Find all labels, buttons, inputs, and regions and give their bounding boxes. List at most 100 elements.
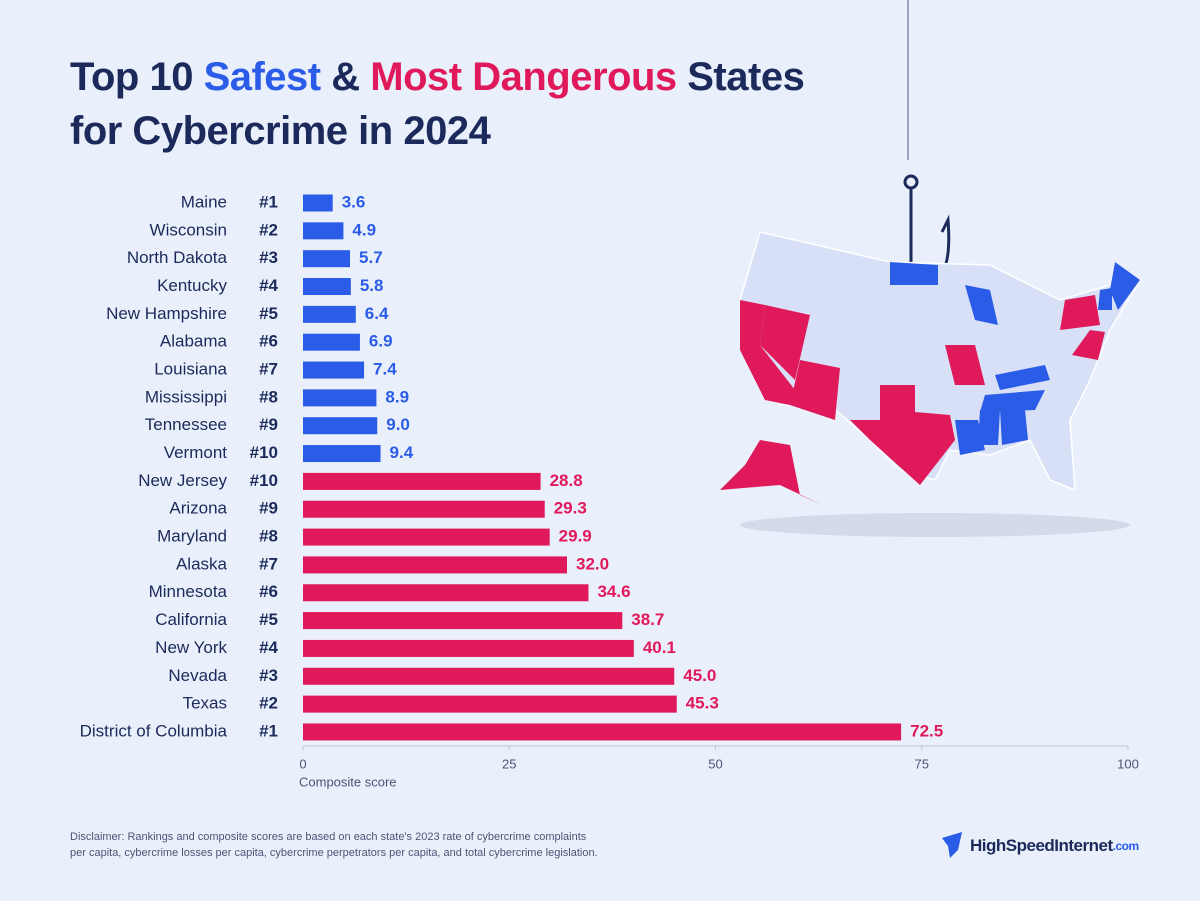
category-label: Alabama [160,332,228,351]
rank-label: #3 [259,666,278,685]
bar [303,472,541,490]
category-label: Texas [183,694,227,713]
bar [303,333,360,351]
rank-label: #5 [259,610,278,629]
value-label: 45.0 [683,666,716,685]
bar [303,667,675,685]
value-label: 38.7 [631,610,664,629]
rank-label: #6 [259,332,278,351]
category-label: Wisconsin [150,220,227,239]
value-label: 4.9 [352,220,376,239]
category-label: Alaska [176,554,228,573]
value-label: 9.4 [390,443,414,462]
bar [303,556,567,574]
rank-label: #8 [259,387,278,406]
rank-label: #4 [259,638,278,657]
x-tick-label: 100 [1117,756,1139,771]
bar [303,584,589,602]
rank-label: #3 [259,248,278,267]
bar [303,194,333,212]
rank-label: #2 [259,694,278,713]
value-label: 29.3 [554,499,587,518]
value-label: 45.3 [686,694,719,713]
rank-label: #4 [259,276,278,295]
value-label: 28.8 [550,471,583,490]
rank-label: #2 [259,220,278,239]
bar [303,695,677,713]
bar [303,361,365,379]
bar [303,445,381,463]
title-part: & [331,55,360,99]
x-tick-label: 50 [708,756,722,771]
value-label: 29.9 [559,527,592,546]
title-part: Most Dangerous [370,55,677,99]
rank-label: #6 [259,582,278,601]
value-label: 40.1 [643,638,676,657]
x-axis-title: Composite score [299,774,397,789]
value-label: 72.5 [910,721,943,740]
bar [303,278,351,296]
rank-label: #1 [259,721,278,740]
disclaimer: Disclaimer: Rankings and composite score… [70,831,587,843]
value-label: 9.0 [386,415,410,434]
bar [303,639,634,657]
value-label: 5.8 [360,276,384,295]
category-label: Nevada [168,666,227,685]
category-label: Mississippi [145,387,227,406]
bar [303,389,377,407]
bar [303,612,623,630]
category-label: Maryland [157,527,227,546]
category-label: Kentucky [157,276,227,295]
brand-part: HighSpeedInternet [970,836,1113,855]
bar [303,417,378,435]
bar [303,222,344,240]
rank-label: #8 [259,527,278,546]
bar [303,528,550,546]
bar [303,250,351,268]
brand-icon [942,832,962,858]
rank-label: #10 [250,443,278,462]
bar [303,723,902,741]
chart-title: Top 10 Safest & Most Dangerous States for… [70,50,805,158]
value-label: 34.6 [597,582,630,601]
category-label: New York [155,638,227,657]
brand-part: .com [1113,839,1139,853]
value-label: 6.9 [369,332,393,351]
title-part: for Cybercrime in 2024 [70,109,491,153]
category-label: North Dakota [127,248,228,267]
title-part: Top 10 [70,55,193,99]
title-part: States [687,55,805,99]
category-label: Maine [181,192,227,211]
category-label: Vermont [164,443,228,462]
value-label: 32.0 [576,554,609,573]
category-label: Arizona [169,499,227,518]
value-label: 5.7 [359,248,383,267]
rank-label: #9 [259,499,278,518]
value-label: 6.4 [365,304,389,323]
disclaimer: per capita, cybercrime losses per capita… [70,847,598,859]
category-label: California [155,610,227,629]
x-tick-label: 0 [299,756,306,771]
rank-label: #5 [259,304,278,323]
category-label: Tennessee [145,415,227,434]
rank-label: #10 [250,471,278,490]
category-label: New Hampshire [106,304,227,323]
rank-label: #7 [259,360,278,379]
rank-label: #7 [259,554,278,573]
value-label: 3.6 [342,192,366,211]
category-label: District of Columbia [80,721,228,740]
brand-logo: HighSpeedInternet.com [970,836,1139,855]
category-label: Louisiana [154,360,227,379]
bar [303,305,356,323]
value-label: 7.4 [373,360,397,379]
x-tick-label: 25 [502,756,516,771]
category-label: Minnesota [149,582,228,601]
map-illustration [720,0,1142,537]
rank-label: #1 [259,192,278,211]
bar [303,500,545,518]
title-part: Safest [203,55,322,99]
category-label: New Jersey [138,471,227,490]
rank-label: #9 [259,415,278,434]
